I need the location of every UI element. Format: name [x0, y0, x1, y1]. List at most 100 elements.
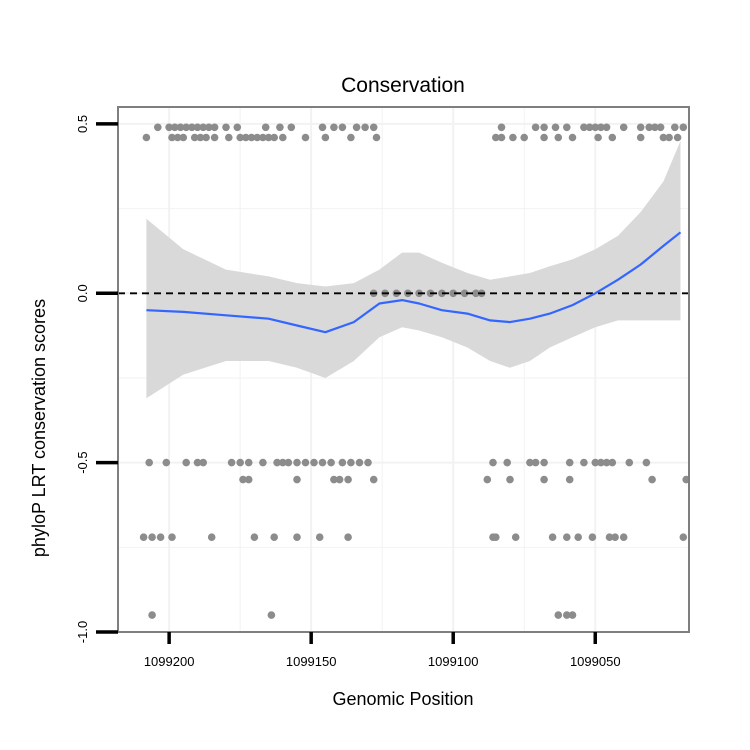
y-axis-title: phyloP LRT conservation scores — [29, 299, 49, 557]
data-point — [315, 533, 324, 541]
data-point — [364, 458, 372, 467]
chart-title: Conservation — [341, 74, 465, 97]
data-point — [310, 458, 318, 467]
data-point — [259, 133, 267, 142]
data-point — [648, 475, 656, 484]
y-tick-label: -0.5 — [75, 451, 90, 473]
data-point — [659, 133, 668, 142]
data-point — [551, 123, 560, 132]
data-point — [526, 458, 534, 467]
data-point — [179, 133, 188, 142]
data-point — [531, 458, 540, 467]
data-point — [580, 458, 588, 467]
data-point — [591, 458, 600, 467]
data-point — [330, 123, 338, 132]
data-point — [193, 458, 202, 467]
data-point — [225, 133, 233, 142]
x-axis-title: Genomic Position — [332, 689, 473, 709]
x-tick-label: 1099100 — [428, 654, 479, 669]
y-tick-label: 0.0 — [75, 284, 90, 302]
data-point — [233, 123, 242, 132]
data-point — [619, 123, 628, 132]
data-point — [236, 133, 244, 142]
data-point — [182, 123, 190, 132]
data-point — [645, 123, 653, 132]
data-point — [656, 123, 665, 132]
data-point — [171, 123, 179, 132]
data-point — [301, 458, 310, 467]
data-point — [492, 533, 500, 541]
data-point — [679, 123, 688, 132]
data-point — [145, 458, 153, 467]
data-point — [279, 133, 287, 142]
data-point — [619, 533, 628, 541]
data-point — [207, 533, 216, 541]
data-point — [264, 133, 273, 142]
data-point — [287, 123, 296, 132]
data-point — [261, 123, 270, 132]
data-point — [327, 458, 335, 467]
data-point — [139, 533, 148, 541]
data-point — [338, 123, 347, 132]
data-point — [165, 123, 173, 132]
data-point — [608, 458, 617, 467]
data-point — [636, 133, 645, 142]
data-point — [199, 123, 207, 132]
data-point — [568, 133, 577, 142]
data-point — [244, 475, 253, 484]
data-point — [568, 611, 577, 619]
data-point — [651, 123, 659, 132]
data-point — [665, 133, 673, 142]
y-tick-label: 0.5 — [75, 115, 90, 133]
data-point — [196, 133, 205, 142]
loess-smooth-line — [146, 231, 682, 334]
data-point — [247, 133, 256, 142]
x-tick-label: 1099050 — [570, 654, 621, 669]
data-point — [506, 475, 514, 484]
data-point — [162, 458, 171, 467]
data-point — [369, 475, 378, 484]
data-point — [585, 123, 594, 132]
data-point — [497, 123, 506, 132]
data-point — [190, 133, 199, 142]
data-point — [154, 123, 162, 132]
data-point — [301, 133, 310, 142]
data-point — [602, 458, 611, 467]
data-point — [270, 133, 279, 142]
data-point — [540, 475, 548, 484]
data-point — [591, 123, 600, 132]
data-point — [602, 123, 611, 132]
data-point — [673, 133, 682, 142]
data-point — [563, 123, 571, 132]
data-point — [176, 123, 185, 132]
data-point — [497, 133, 506, 142]
data-point — [563, 533, 571, 541]
data-point — [344, 533, 352, 541]
data-point — [460, 289, 469, 298]
data-point — [148, 611, 156, 619]
data-point — [267, 611, 276, 619]
data-point — [671, 123, 679, 132]
data-point — [250, 533, 259, 541]
data-point — [293, 458, 301, 467]
x-tick-label: 1099200 — [144, 654, 195, 669]
confidence-ribbon — [146, 140, 681, 399]
data-point — [563, 611, 571, 619]
data-point — [279, 458, 287, 467]
data-point — [259, 458, 267, 467]
data-point — [565, 475, 574, 484]
data-point — [531, 123, 540, 132]
data-point — [449, 289, 458, 298]
x-tick-label: 1099150 — [286, 654, 337, 669]
data-point — [242, 133, 250, 142]
data-point — [293, 475, 301, 484]
y-tick-label: -1.0 — [75, 621, 90, 643]
data-point — [548, 533, 557, 541]
data-point — [236, 458, 244, 467]
data-point — [222, 123, 230, 132]
data-point — [554, 611, 563, 619]
data-point — [293, 533, 301, 541]
data-point — [188, 123, 196, 132]
data-point — [492, 133, 500, 142]
data-point — [210, 133, 219, 142]
